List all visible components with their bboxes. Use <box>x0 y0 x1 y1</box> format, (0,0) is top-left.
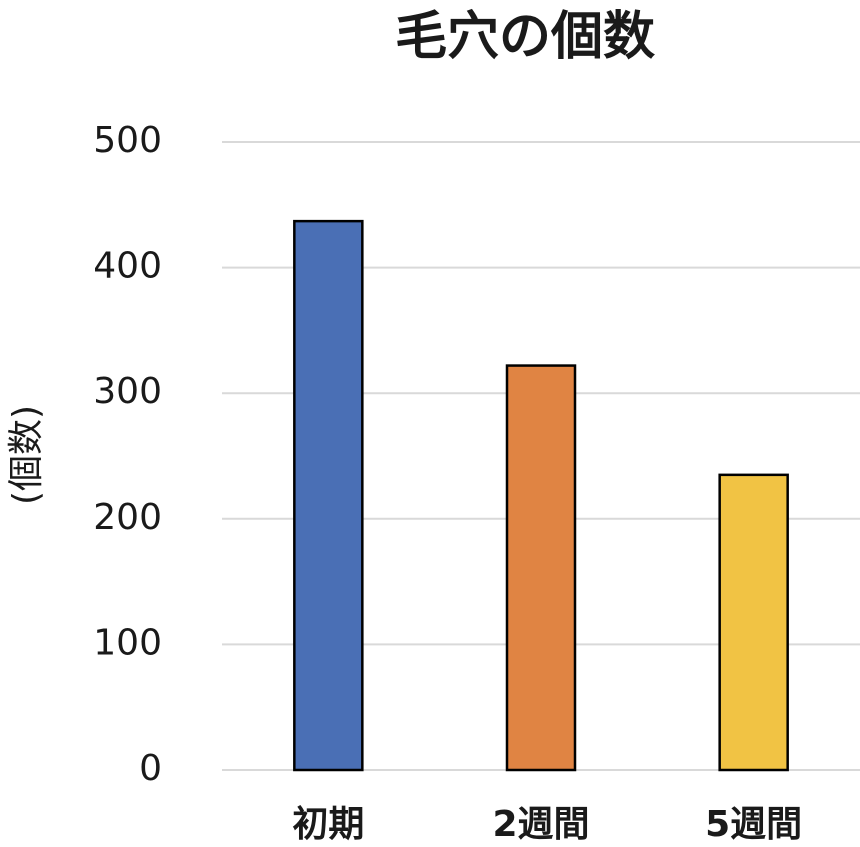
y-tick-label: 200 <box>93 497 162 538</box>
x-tick-label: 5週間 <box>705 804 802 845</box>
bar <box>505 364 577 772</box>
y-tick-label: 100 <box>93 622 162 663</box>
y-axis-label: (個数) <box>6 405 47 505</box>
chart-title: 毛穴の個数 <box>395 7 655 67</box>
y-tick-label: 0 <box>139 748 162 789</box>
x-tick-label: 初期 <box>292 804 364 845</box>
x-tick-label: 2週間 <box>492 804 589 845</box>
y-tick-label: 400 <box>93 246 162 287</box>
y-tick-label: 500 <box>93 120 162 161</box>
y-tick-label: 300 <box>93 371 162 412</box>
bar <box>293 219 364 772</box>
bar <box>718 473 789 772</box>
